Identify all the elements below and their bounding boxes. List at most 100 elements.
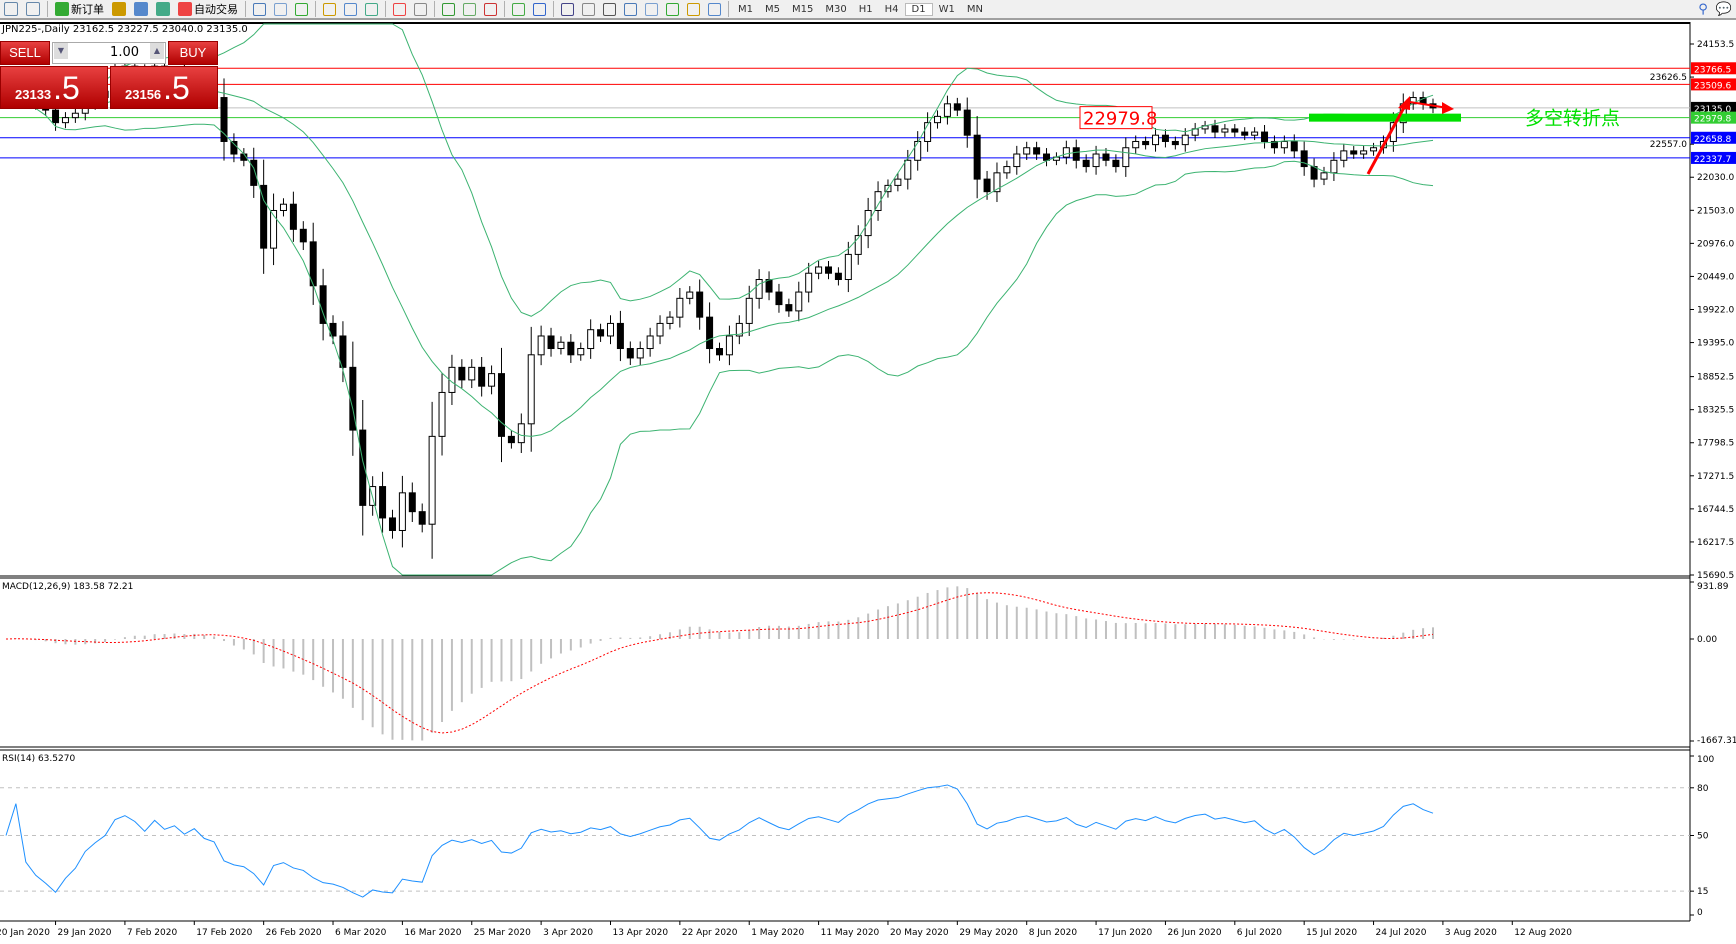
- candle-body: [379, 486, 387, 519]
- signals-icon: [156, 2, 170, 16]
- chat-button[interactable]: 💬: [1712, 0, 1736, 18]
- candle-body: [418, 511, 426, 525]
- signals-button[interactable]: [152, 0, 174, 18]
- buy-price-button[interactable]: 23156.5: [110, 66, 218, 109]
- timeframe-m15[interactable]: M15: [792, 3, 814, 15]
- candle-body: [1261, 131, 1269, 142]
- chart-window[interactable]: 24153.5 23626.5 22557.0 22030.0 21503.0 20976…: [0, 22, 1736, 940]
- cursor-button[interactable]: [508, 0, 529, 18]
- lot-decrease-icon[interactable]: ▼: [54, 43, 68, 59]
- candle-body: [686, 291, 694, 299]
- candle-body: [577, 348, 585, 356]
- candle-body: [1072, 147, 1080, 161]
- candle-body: [765, 279, 773, 293]
- candle-body: [1290, 140, 1298, 152]
- horizontal-line-button[interactable]: [578, 0, 599, 18]
- candle-body: [527, 354, 535, 425]
- toolbar-separator: [728, 1, 729, 17]
- candle-body: [716, 348, 723, 356]
- candle-body: [388, 517, 396, 531]
- lot-size-input[interactable]: 1.00: [52, 42, 166, 64]
- timeframe-d1[interactable]: D1: [904, 2, 933, 16]
- candle-body: [61, 117, 69, 124]
- level-price-label: 23509.6: [1694, 81, 1731, 91]
- trendline-button[interactable]: [599, 0, 620, 18]
- candle-body: [943, 103, 951, 117]
- timeframe-m5[interactable]: M5: [765, 3, 780, 15]
- zoom-out-icon: [344, 2, 357, 16]
- candle-body: [755, 279, 763, 299]
- level-price-label: 23766.5: [1694, 65, 1731, 75]
- candle-body: [220, 97, 228, 142]
- buy-button[interactable]: BUY: [168, 41, 218, 65]
- zoom-out-button[interactable]: [340, 0, 361, 18]
- chart-list-button[interactable]: [0, 0, 22, 18]
- level-price-badge: [1691, 131, 1736, 144]
- candle-body: [706, 316, 714, 350]
- candlestick-icon: [274, 2, 287, 16]
- arrows-button[interactable]: [704, 0, 725, 18]
- chart-canvas[interactable]: 24153.5 23626.5 22557.0 22030.0 21503.0 20976…: [0, 22, 1736, 940]
- candle-body: [289, 203, 297, 230]
- timeframe-m1[interactable]: M1: [738, 3, 753, 15]
- crosshair-button[interactable]: [529, 0, 550, 18]
- candle-body: [785, 304, 793, 312]
- level-price-label: 22979.8: [1694, 115, 1731, 125]
- sell-price-button[interactable]: 23133.5: [0, 66, 108, 109]
- candle-body: [488, 373, 496, 387]
- candle-body: [1409, 97, 1417, 105]
- candle-body: [230, 140, 238, 155]
- indicators-button[interactable]: [438, 0, 459, 18]
- candle-body: [1142, 140, 1150, 146]
- one-click-trading-panel: SELL 1.00 ▼ ▲ BUY 23133.5 23156.5: [0, 41, 218, 109]
- tile-windows-button[interactable]: [361, 0, 382, 18]
- lot-increase-icon[interactable]: ▲: [150, 43, 164, 59]
- timeframe-h4[interactable]: H4: [884, 3, 899, 15]
- candle-body: [606, 322, 614, 337]
- date-label: 15 Jul 2020: [1306, 928, 1357, 938]
- toolbar-button-new-order[interactable]: 新订单: [51, 0, 108, 18]
- rsi-axis-label: 15: [1697, 887, 1708, 897]
- sell-button[interactable]: SELL: [0, 41, 50, 65]
- navigator-button[interactable]: [22, 0, 44, 18]
- candle-body: [616, 322, 624, 350]
- date-label: 6 Mar 2020: [335, 928, 387, 938]
- text-button[interactable]: [662, 0, 683, 18]
- search-button[interactable]: ⚲: [1694, 0, 1712, 18]
- toolbar-separator: [385, 1, 386, 17]
- candle-body: [567, 341, 575, 356]
- rsi-axis-label: 100: [1697, 755, 1714, 765]
- data-window-button[interactable]: [130, 0, 152, 18]
- timeframe-m30[interactable]: M30: [825, 3, 847, 15]
- candle-body: [1241, 131, 1249, 136]
- candle-body: [666, 316, 674, 324]
- text-label-button[interactable]: [683, 0, 704, 18]
- candle-body: [696, 291, 704, 318]
- level-price-label: 22337.7: [1694, 155, 1731, 165]
- line-chart-button[interactable]: [291, 0, 312, 18]
- market-watch-button[interactable]: [108, 0, 130, 18]
- zoom-in-button[interactable]: [319, 0, 340, 18]
- bar-chart-button[interactable]: [249, 0, 270, 18]
- timeframe-h1[interactable]: H1: [858, 3, 873, 15]
- candle-body: [359, 429, 367, 506]
- templates-button[interactable]: [480, 0, 501, 18]
- fibonacci-button[interactable]: [620, 0, 641, 18]
- candle-body: [1181, 134, 1189, 146]
- fibo-fan-button[interactable]: [641, 0, 662, 18]
- macd-axis-label: 0.00: [1697, 635, 1717, 645]
- chart-shift-button[interactable]: [410, 0, 431, 18]
- candle-body: [270, 209, 278, 249]
- candle-body: [854, 235, 862, 255]
- timeframe-w1[interactable]: W1: [938, 3, 955, 15]
- chart-list-icon: [4, 2, 18, 16]
- price-tick-label: 23626.5: [1650, 73, 1687, 83]
- date-label: 26 Feb 2020: [266, 928, 322, 938]
- periods-button[interactable]: [459, 0, 480, 18]
- auto-scroll-button[interactable]: [389, 0, 410, 18]
- vertical-line-button[interactable]: [557, 0, 578, 18]
- candlestick-button[interactable]: [270, 0, 291, 18]
- timeframe-mn[interactable]: MN: [966, 3, 983, 15]
- candle-body: [934, 115, 942, 124]
- toolbar-button-autotrading[interactable]: 自动交易: [174, 0, 242, 18]
